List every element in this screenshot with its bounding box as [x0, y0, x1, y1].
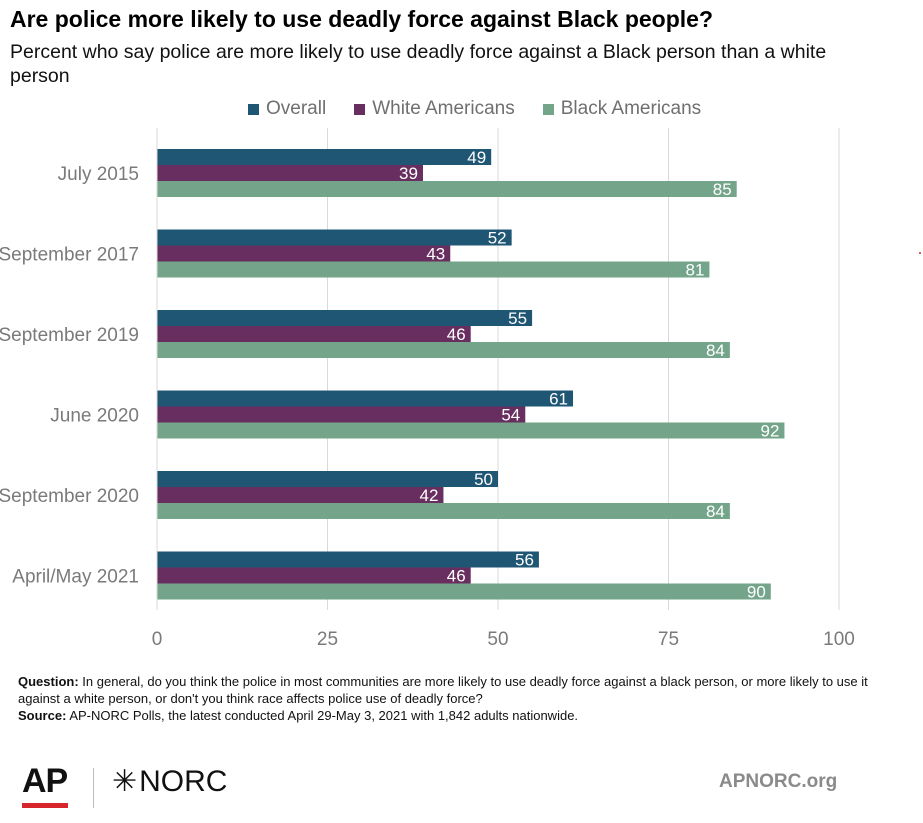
bar — [157, 229, 512, 246]
category-label: September 2019 — [0, 325, 139, 346]
norc-logo: ✳ NORC — [112, 764, 227, 799]
category-label: June 2020 — [50, 406, 139, 427]
bar — [157, 165, 423, 181]
x-tick-label: 25 — [317, 629, 338, 650]
source-label: Source: — [18, 708, 67, 723]
bar — [157, 261, 710, 278]
bar — [157, 310, 533, 326]
ap-logo: AP — [22, 764, 72, 810]
x-tick-label: 0 — [152, 629, 163, 650]
data-label: 46 — [447, 567, 466, 586]
bar — [157, 342, 730, 358]
ap-logo-text: AP — [22, 762, 68, 800]
data-label: 90 — [747, 583, 766, 602]
category-label: July 2015 — [58, 164, 139, 185]
x-tick-label: 75 — [658, 629, 679, 650]
data-label: 39 — [399, 164, 418, 183]
category-label: September 2020 — [0, 486, 139, 507]
logo-divider — [93, 768, 94, 808]
legend: Overall White Americans Black Americans — [248, 98, 701, 120]
legend-label-black-americans: Black Americans — [560, 98, 702, 119]
data-label: 42 — [420, 486, 439, 505]
bar — [157, 149, 492, 165]
data-label: 55 — [508, 309, 527, 328]
legend-swatch-white-americans — [354, 103, 366, 115]
ap-logo-underline — [22, 803, 68, 808]
data-label: 84 — [706, 502, 725, 521]
category-label: April/May 2021 — [12, 567, 139, 588]
bar — [157, 551, 539, 568]
legend-label-overall: Overall — [266, 98, 327, 119]
data-label: 81 — [685, 261, 704, 280]
data-label: 92 — [761, 422, 780, 441]
data-label: 85 — [713, 180, 732, 199]
site-url: APNORC.org — [719, 771, 838, 792]
legend-swatch-black-americans — [542, 103, 554, 115]
x-tick-label: 50 — [487, 629, 508, 650]
question-note: Question: In general, do you think the p… — [18, 673, 878, 707]
chart-title: Are police more likely to use deadly for… — [10, 6, 714, 32]
bar-chart: 0 25 50 75 100 July 2015 49 39 85 September 2017 5… — [0, 128, 855, 650]
bar — [157, 567, 471, 584]
norc-star-icon: ✳ — [112, 765, 138, 798]
bar — [157, 390, 574, 407]
bar — [157, 471, 498, 487]
category-label: September 2017 — [0, 245, 139, 266]
data-label: 43 — [426, 245, 445, 264]
bar — [157, 583, 771, 600]
data-label: 84 — [706, 341, 725, 360]
bar — [157, 422, 785, 439]
source-text: AP-NORC Polls, the latest conducted Apri… — [69, 708, 579, 723]
data-label: 46 — [447, 325, 466, 344]
data-label: 52 — [488, 229, 507, 248]
legend-label-white-americans: White Americans — [372, 98, 515, 119]
data-label: 56 — [515, 551, 534, 570]
data-label: 49 — [467, 148, 486, 167]
legend-item-black-americans: Black Americans — [542, 98, 702, 120]
footnote: Question: In general, do you think the p… — [18, 673, 878, 724]
question-text: In general, do you think the police in m… — [18, 674, 868, 706]
legend-item-white-americans: White Americans — [354, 98, 515, 120]
bar — [157, 245, 451, 262]
norc-logo-text: NORC — [139, 764, 228, 798]
legend-item-overall: Overall — [248, 98, 326, 120]
chart-subtitle: Percent who say police are more likely t… — [10, 41, 827, 87]
data-label: 50 — [474, 470, 493, 489]
bar — [157, 487, 444, 503]
x-tick-label: 100 — [823, 629, 855, 650]
bar — [157, 406, 526, 423]
question-label: Question: — [18, 674, 79, 689]
bar — [157, 503, 730, 519]
bar — [157, 326, 471, 342]
source-note: Source: AP-NORC Polls, the latest conduc… — [18, 707, 878, 724]
legend-swatch-overall — [248, 103, 259, 115]
stray-dot — [919, 252, 921, 254]
data-label: 54 — [501, 406, 520, 425]
bar — [157, 181, 737, 197]
data-label: 61 — [549, 390, 568, 409]
